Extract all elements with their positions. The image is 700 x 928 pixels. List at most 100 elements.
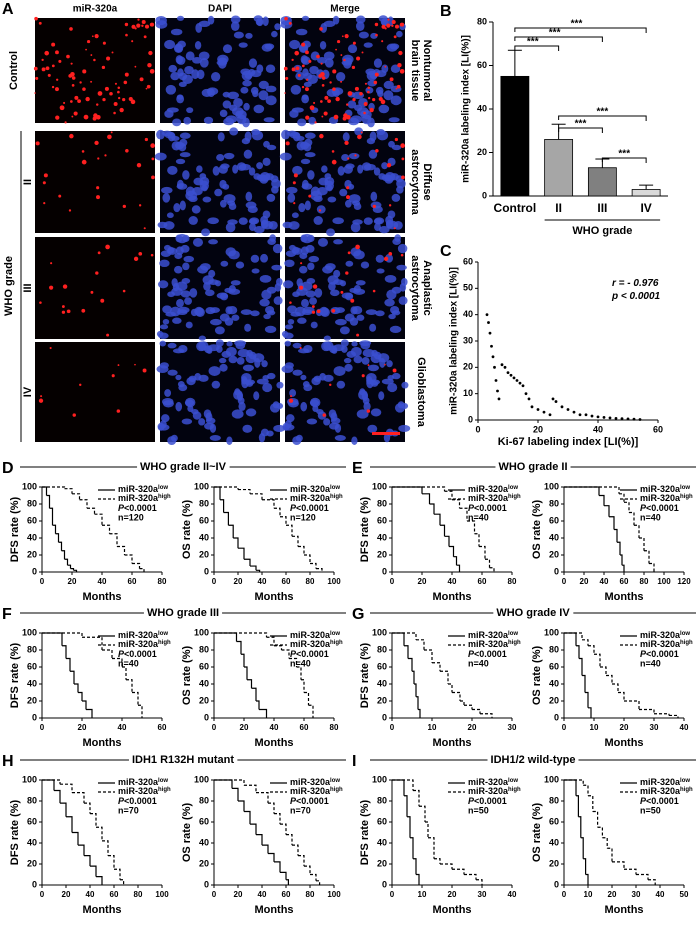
- significance-label: ***: [549, 28, 561, 39]
- signal: [35, 76, 39, 80]
- survival-step: [440, 670, 449, 684]
- survival-step: [588, 795, 594, 812]
- nucleus: [394, 234, 402, 242]
- x-tick-label: 0: [212, 723, 217, 732]
- signal: [364, 82, 367, 85]
- title-bg: [143, 606, 223, 619]
- significance-label: ***: [571, 19, 583, 30]
- nucleus: [263, 313, 271, 320]
- survival-step: [274, 507, 281, 517]
- micrograph: [155, 15, 281, 128]
- nucleus: [176, 94, 185, 104]
- nucleus: [323, 335, 331, 341]
- nucleus: [196, 69, 205, 80]
- x-tick-label: 20: [448, 890, 457, 899]
- nucleus: [387, 382, 398, 393]
- legend-entry: miR-320alow: [118, 630, 168, 640]
- signal: [375, 149, 379, 153]
- sample-size: n=40: [640, 658, 661, 668]
- y-tick-label: 80: [199, 795, 209, 805]
- signal: [320, 62, 323, 65]
- signal: [142, 368, 147, 373]
- signal: [344, 34, 349, 39]
- nucleus: [165, 84, 177, 95]
- nucleus: [188, 216, 198, 225]
- survival-step: [250, 823, 257, 835]
- y-tick-label: 30: [463, 335, 473, 345]
- survival-step: [233, 537, 239, 549]
- nucleus: [286, 414, 295, 423]
- nucleus: [159, 324, 169, 330]
- signal: [82, 69, 87, 74]
- x-axis-label: Months: [432, 737, 471, 749]
- x-tick-label: 0: [562, 723, 567, 732]
- nucleus: [350, 346, 362, 357]
- signal: [323, 111, 328, 116]
- legend-entry: miR-320ahigh: [118, 639, 171, 649]
- signal: [292, 181, 296, 185]
- nucleus: [159, 259, 170, 268]
- point: [494, 379, 498, 382]
- nucleus: [179, 200, 186, 211]
- survival-step: [602, 837, 608, 849]
- nucleus: [207, 88, 215, 98]
- signal: [118, 96, 121, 100]
- nucleus: [304, 132, 316, 139]
- nucleus: [305, 290, 316, 298]
- signal: [401, 157, 405, 161]
- signal: [61, 310, 66, 314]
- survival-step: [600, 666, 607, 676]
- nucleus: [314, 288, 323, 298]
- group-label: WHO grade: [3, 256, 15, 316]
- nucleus: [183, 116, 192, 125]
- nucleus: [253, 104, 265, 114]
- point: [632, 417, 636, 421]
- legend-entry: miR-320ahigh: [118, 786, 171, 796]
- nucleus: [256, 162, 263, 170]
- y-tick-label: 20: [463, 362, 473, 372]
- nucleus: [177, 306, 190, 314]
- y-tick-label: 60: [549, 661, 559, 671]
- survival-step: [241, 653, 245, 667]
- p-symbol: P: [118, 649, 125, 659]
- x-tick-label: 20: [68, 577, 77, 586]
- signal: [285, 76, 289, 80]
- signal: [56, 78, 59, 81]
- nucleus: [266, 144, 277, 151]
- nucleus: [297, 348, 310, 354]
- survival-step: [428, 837, 435, 859]
- survival-step: [286, 524, 293, 537]
- nucleus: [383, 433, 391, 443]
- nucleus: [170, 72, 180, 81]
- nucleus: [240, 309, 253, 315]
- signal: [360, 131, 363, 134]
- nucleus: [396, 178, 406, 189]
- survival-step: [582, 639, 589, 646]
- nucleus: [162, 318, 170, 325]
- legend-entry: miR-320ahigh: [290, 639, 343, 649]
- nucleus: [226, 436, 233, 445]
- nucleus: [356, 409, 369, 419]
- nucleus: [194, 40, 202, 50]
- signal: [378, 96, 383, 102]
- survival-step: [66, 816, 73, 833]
- nucleus: [344, 292, 354, 301]
- point: [490, 344, 493, 348]
- p-value: P<0.0001: [118, 796, 157, 806]
- survival-step: [286, 834, 293, 846]
- nucleus: [208, 366, 221, 376]
- signal: [138, 204, 142, 207]
- nucleus: [381, 64, 389, 73]
- legend-name: miR-320a: [640, 484, 681, 494]
- legend-sup: high: [330, 787, 343, 793]
- nucleus: [173, 202, 181, 213]
- panel-label: A: [2, 1, 14, 18]
- point: [578, 413, 582, 417]
- survival-step: [414, 683, 417, 697]
- signal: [374, 22, 379, 27]
- survival-step: [42, 779, 61, 785]
- signal: [393, 35, 397, 39]
- survival-step: [629, 511, 635, 526]
- x-tick-label: 30: [508, 723, 517, 732]
